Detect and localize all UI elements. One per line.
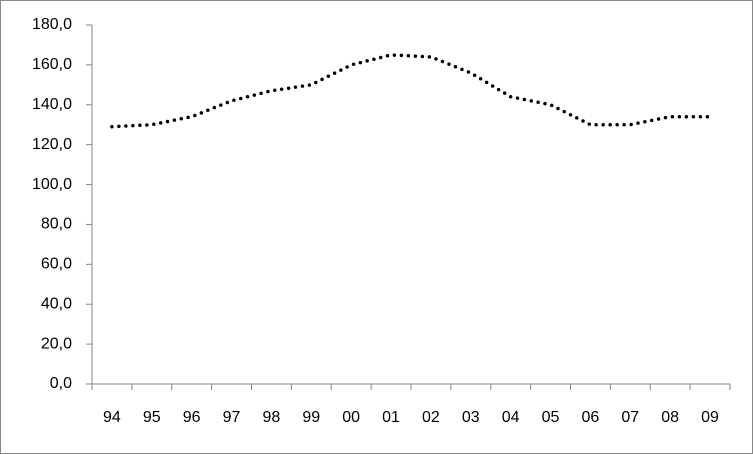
x-tick-label: 00	[342, 409, 360, 426]
x-tick-label: 07	[621, 409, 639, 426]
y-tick-label: 60,0	[41, 256, 72, 273]
y-tick-label: 120,0	[32, 136, 72, 153]
y-tick-label: 160,0	[32, 56, 72, 73]
x-tick-label: 05	[542, 409, 560, 426]
x-tick-label: 03	[462, 409, 480, 426]
x-tick-label: 02	[422, 409, 440, 426]
y-tick-label: 100,0	[32, 176, 72, 193]
x-tick-label: 09	[701, 409, 719, 426]
y-tick-label: 20,0	[41, 335, 72, 352]
y-tick-label: 80,0	[41, 216, 72, 233]
x-tick-label: 94	[103, 409, 121, 426]
y-tick-label: 0,0	[50, 375, 72, 392]
x-tick-label: 96	[183, 409, 201, 426]
y-tick-label: 40,0	[41, 295, 72, 312]
x-tick-label: 06	[582, 409, 600, 426]
x-tick-label: 97	[223, 409, 241, 426]
x-tick-label: 08	[661, 409, 679, 426]
x-tick-label: 01	[382, 409, 400, 426]
x-tick-label: 04	[502, 409, 520, 426]
y-tick-label: 180,0	[32, 16, 72, 33]
x-tick-label: 99	[302, 409, 320, 426]
x-tick-label: 95	[143, 409, 161, 426]
x-tick-label: 98	[263, 409, 281, 426]
y-tick-label: 140,0	[32, 96, 72, 113]
data-line	[110, 53, 712, 129]
